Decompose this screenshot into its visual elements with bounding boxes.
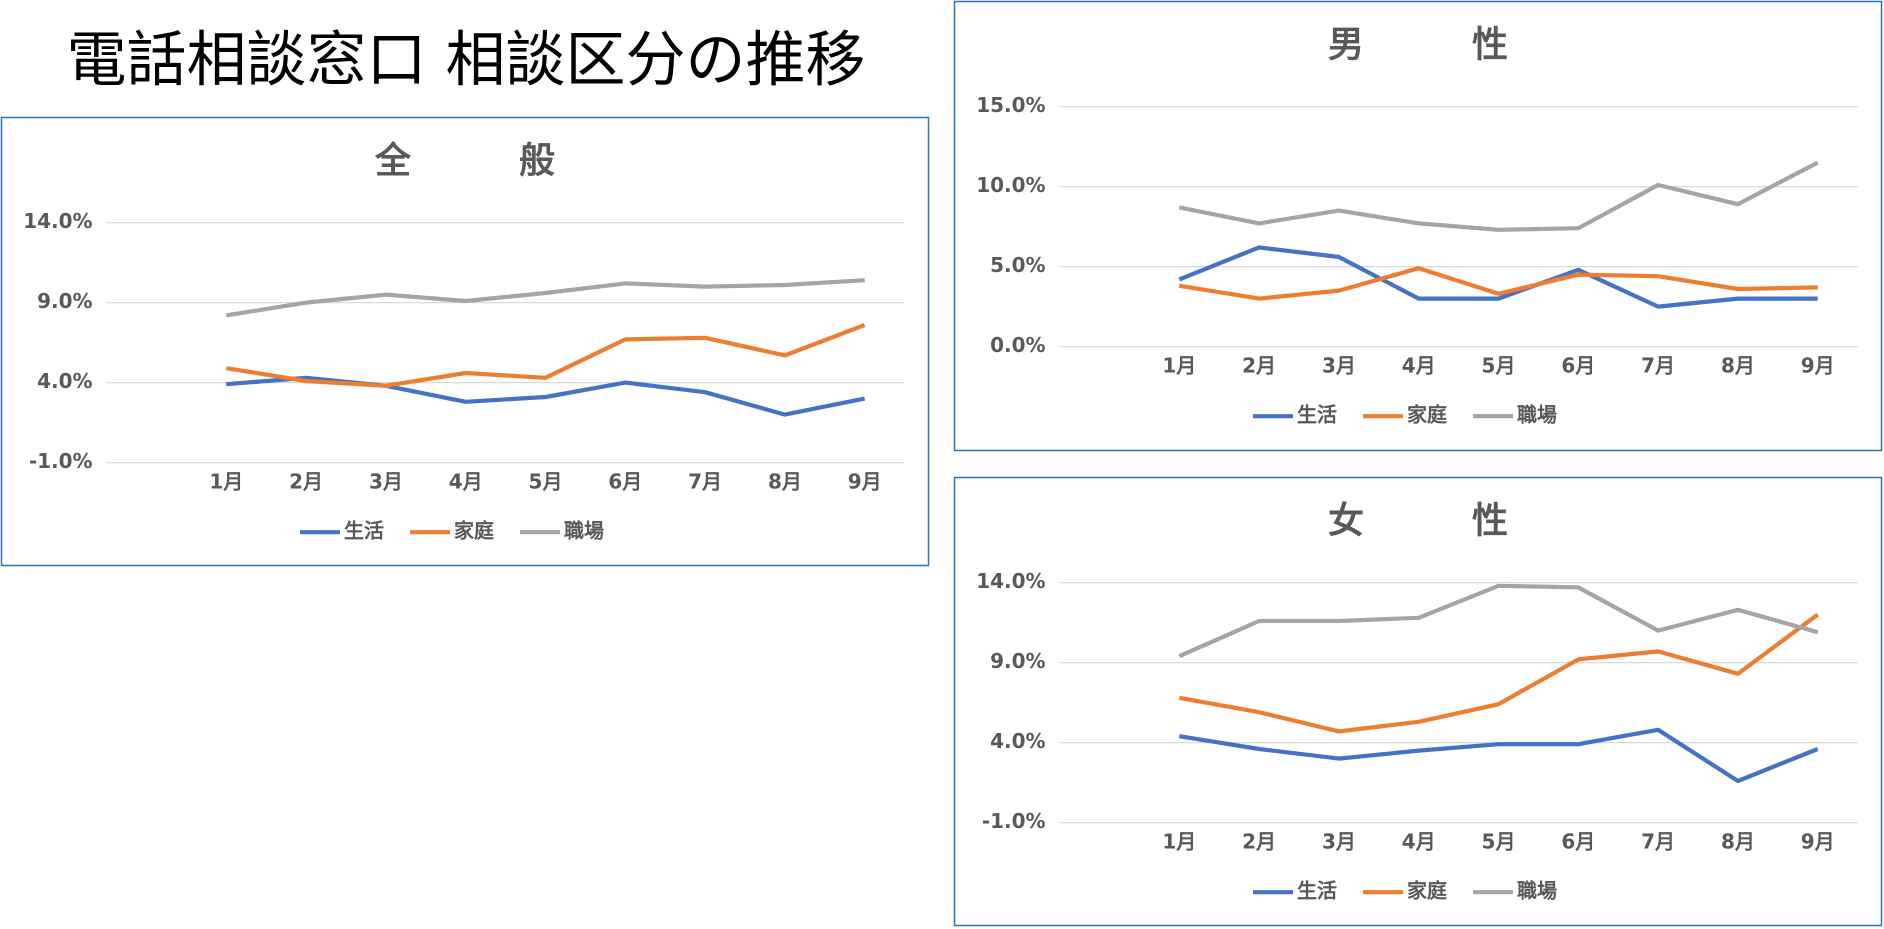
chart-title: 女 性 <box>1328 501 1508 542</box>
legend-label: 職場 <box>1517 879 1557 903</box>
x-tick-label: 1月 <box>1162 830 1196 854</box>
series-line <box>1178 266 1818 301</box>
x-tick-label: 4月 <box>1402 830 1436 854</box>
chart-title: 男 性 <box>1328 25 1508 66</box>
y-tick-label: -1.0% <box>982 809 1046 833</box>
x-tick-label: 5月 <box>1482 354 1516 378</box>
x-tick-label: 2月 <box>1242 830 1276 854</box>
y-tick-label: 5.0% <box>990 253 1045 277</box>
chart-border <box>953 0 1883 452</box>
x-tick-label: 4月 <box>1402 354 1436 378</box>
x-tick-label: 1月 <box>209 470 243 494</box>
x-tick-label: 8月 <box>1721 830 1755 854</box>
x-tick-label: 2月 <box>289 470 323 494</box>
x-tick-label: 4月 <box>449 470 483 494</box>
x-tick-label: 6月 <box>1561 830 1595 854</box>
x-tick-label: 7月 <box>1641 830 1675 854</box>
chart-border <box>0 116 930 567</box>
x-tick-label: 6月 <box>608 470 642 494</box>
chart: 女 性 -1.0% 4.0% 9.0% 14.0% 1月 2月 3月 4月 5月 6月 7月 8月 9月生… <box>953 476 1883 927</box>
series-line <box>1178 612 1819 734</box>
legend-label: 家庭 <box>1407 879 1447 903</box>
series-line <box>226 375 866 417</box>
x-tick-label: 5月 <box>529 470 563 494</box>
legend-label: 生活 <box>344 519 384 543</box>
x-tick-label: 9月 <box>848 470 882 494</box>
x-tick-label: 8月 <box>1721 354 1755 378</box>
chart-title: 全 般 <box>374 140 555 182</box>
x-tick-label: 7月 <box>1641 354 1675 378</box>
y-tick-label: 4.0% <box>990 729 1045 753</box>
legend-label: 生活 <box>1297 403 1337 427</box>
series-line <box>1178 583 1819 659</box>
legend-label: 家庭 <box>1407 403 1447 427</box>
x-tick-label: 3月 <box>369 470 403 494</box>
y-tick-label: 0.0% <box>990 333 1045 357</box>
x-tick-label: 2月 <box>1242 354 1276 378</box>
series-line <box>1178 727 1819 784</box>
chart: 全 般 -1.0% 4.0% 9.0% 14.0% 1月 2月 3月 4月 5月 6月 7月 8月 9月生… <box>0 116 930 567</box>
series-line <box>225 323 866 388</box>
x-tick-label: 3月 <box>1322 830 1356 854</box>
y-tick-label: 9.0% <box>37 289 92 313</box>
page-title: 電話相談窓口 相談区分の推移 <box>66 26 865 96</box>
chart-border <box>953 476 1883 927</box>
y-tick-label: 14.0% <box>976 569 1045 593</box>
x-tick-label: 7月 <box>688 470 722 494</box>
legend-label: 職場 <box>564 519 604 543</box>
y-tick-label: -1.0% <box>29 449 93 473</box>
x-tick-label: 3月 <box>1322 354 1356 378</box>
series-line <box>1178 245 1818 309</box>
series-line <box>1178 160 1819 232</box>
x-tick-label: 9月 <box>1801 354 1835 378</box>
x-tick-label: 9月 <box>1801 830 1835 854</box>
y-tick-label: 10.0% <box>976 173 1045 197</box>
chart: 男 性 0.0% 5.0% 10.0% 15.0% 1月 2月 3月 4月 5月 6月 7月 8月 9月生… <box>953 0 1883 452</box>
x-tick-label: 8月 <box>768 470 802 494</box>
y-tick-label: 9.0% <box>990 649 1045 673</box>
x-tick-label: 1月 <box>1162 354 1196 378</box>
legend-label: 家庭 <box>454 519 494 543</box>
y-tick-label: 4.0% <box>37 369 92 393</box>
legend-label: 生活 <box>1297 879 1337 903</box>
x-tick-label: 5月 <box>1482 830 1516 854</box>
legend-label: 職場 <box>1517 403 1557 427</box>
series-line <box>225 278 865 318</box>
x-tick-label: 6月 <box>1561 354 1595 378</box>
y-tick-label: 15.0% <box>976 93 1045 117</box>
y-tick-label: 14.0% <box>23 209 92 233</box>
